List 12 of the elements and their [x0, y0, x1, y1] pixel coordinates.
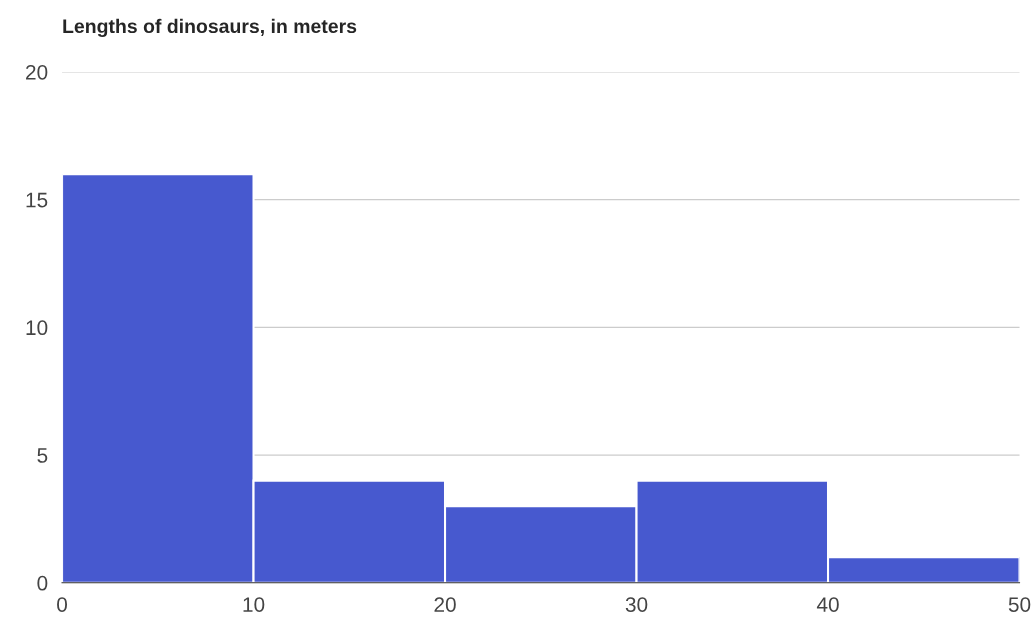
y-tick-label: 0 — [37, 575, 48, 591]
y-tick-label: 15 — [26, 192, 48, 208]
y-tick-label: 5 — [37, 448, 48, 463]
x-tick-label: 30 — [625, 597, 648, 612]
x-tick-label: 40 — [816, 597, 839, 612]
x-tick-label: 20 — [434, 597, 456, 612]
x-tick-label: 0 — [57, 597, 68, 612]
x-tick-label: 10 — [243, 597, 265, 612]
chart-title: Lengths of dinosaurs, in meters — [63, 18, 357, 38]
y-tick-label: 10 — [26, 320, 48, 336]
x-tick-label: 50 — [1008, 597, 1031, 612]
y-tick-label: 20 — [26, 64, 48, 80]
